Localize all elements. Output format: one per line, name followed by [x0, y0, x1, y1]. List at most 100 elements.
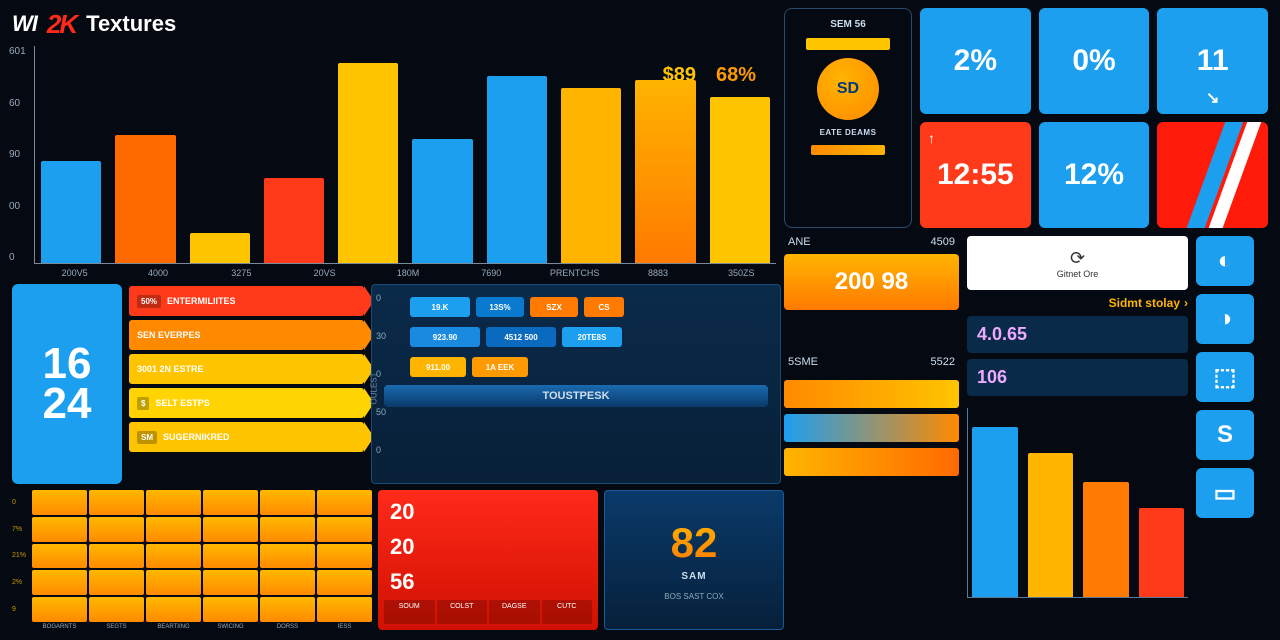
blue-score-card: 82 SAM BOS SAST COX [604, 490, 784, 630]
gradient-bar [784, 448, 959, 476]
tile-icon: ↘ [1206, 88, 1219, 108]
ytable-cell [317, 517, 372, 542]
sd-subtitle: EATE DEAMS [820, 128, 877, 137]
stat-tile[interactable]: 11↘ [1157, 8, 1268, 114]
ytable-cell [146, 490, 201, 515]
red-numbers-card: 202056SOUMCOLSTDAGSECUTC [378, 490, 598, 630]
tag-item[interactable]: SEN EVERPES [129, 320, 364, 350]
tag-item[interactable]: SMSUGERNIKRED [129, 422, 364, 452]
stat-tile[interactable]: 0% [1039, 8, 1150, 114]
ytable-cell [89, 570, 144, 595]
mini-bar-chart [967, 408, 1188, 598]
ytable-cell [146, 597, 201, 622]
ytable-cell [89, 490, 144, 515]
ytable-cell [146, 517, 201, 542]
yellow-grid-table: 07%21%2%9 BOGARNTSSEGTSBEARTIINGSWICINGD… [12, 490, 372, 630]
tag-list: 50%ENTERMILIITES SEN EVERPES 3001 2N ESTRE… [129, 284, 364, 484]
redbox-number: 20 [384, 531, 592, 564]
ytable-cell [32, 517, 87, 542]
ytable-cell [317, 544, 372, 569]
ytable-cell [32, 570, 87, 595]
chart2-bar [1083, 482, 1129, 597]
score-value: 82 [671, 519, 718, 567]
ytable-cell [203, 597, 258, 622]
ytable-cell [89, 597, 144, 622]
side-icon[interactable]: S [1196, 410, 1254, 460]
chevron-right-icon: › [1184, 296, 1188, 310]
logo-2k: 2K [47, 9, 76, 40]
gitnet-card[interactable]: ⟳ Gitnet Ore [967, 236, 1188, 290]
chart1-bar [412, 139, 472, 263]
side-icon[interactable]: ⬚ [1196, 352, 1254, 402]
ytable-cell [317, 597, 372, 622]
sd-bar-top [806, 38, 891, 50]
ytable-cell [32, 597, 87, 622]
ytable-cell [260, 517, 315, 542]
chart2-bar [1028, 453, 1074, 597]
hpanel-chip[interactable]: CS [584, 297, 624, 317]
hpanel-chip[interactable]: 923.90 [410, 327, 480, 347]
horizontal-panel: OULEST 0300500 19.K13S%SZXCS923.904512 5… [371, 284, 781, 484]
sd-bar-bottom [811, 145, 885, 155]
stat-tiles: 2%0%11↘ 12:55↑12% [920, 8, 1268, 228]
ytable-cell [260, 570, 315, 595]
sd-circle: SD [817, 58, 879, 120]
ytable-cell [203, 570, 258, 595]
side-icon[interactable]: ◑ [1196, 294, 1254, 344]
side-icon[interactable]: ◐ [1196, 236, 1254, 286]
hpanel-chip[interactable]: 1A EEK [472, 357, 528, 377]
side-icon[interactable]: ▭ [1196, 468, 1254, 518]
hpanel-chip[interactable]: SZX [530, 297, 578, 317]
stat-tile[interactable] [1157, 122, 1268, 228]
ytable-cell [317, 490, 372, 515]
gitnet-label: Gitnet Ore [1057, 269, 1099, 279]
tag-item[interactable]: $SELT ESTPS [129, 388, 364, 418]
ytable-cell [317, 570, 372, 595]
score-label: SAM [681, 571, 706, 582]
chart1-bar [487, 76, 547, 263]
tag-item[interactable]: 3001 2N ESTRE [129, 354, 364, 384]
redbox-number: 20 [384, 496, 592, 529]
ytable-cell [146, 544, 201, 569]
hpanel-chip[interactable]: 20TE8S [562, 327, 622, 347]
sidmt-link[interactable]: Sidmt stolay› [967, 296, 1188, 310]
score-footer: BOS SAST COX [664, 592, 723, 601]
chart1-bar [115, 135, 175, 263]
chart1-bar [710, 97, 770, 263]
orange-value-card: 200 98 [784, 254, 959, 310]
hpanel-bottom-button[interactable]: TOUSTPESK [384, 385, 768, 407]
big-number-card: 16 24 [12, 284, 122, 484]
value-row-1: 4.0.65 [967, 316, 1188, 353]
sd-title: SEM 56 [830, 19, 866, 30]
chart2-bar [1139, 508, 1185, 597]
hpanel-chip[interactable]: 13S% [476, 297, 524, 317]
hpanel-chip[interactable]: 4512 500 [486, 327, 556, 347]
logo-text: WI [12, 11, 37, 37]
gradient-bar [784, 380, 959, 408]
ytable-cell [146, 570, 201, 595]
ytable-cell [203, 490, 258, 515]
icon-column: ◐ ◑ ⬚ S ▭ [1196, 236, 1268, 636]
chart2-bar [972, 427, 1018, 597]
stat-tile[interactable]: 12% [1039, 122, 1150, 228]
stat-line-b: 5SME5522 [784, 356, 959, 368]
stat-tile[interactable]: 12:55↑ [920, 122, 1031, 228]
redbox-number: 56 [384, 565, 592, 598]
chart1-bar [635, 80, 695, 263]
chart1-bar [264, 178, 324, 263]
stat-line-a: ANE4509 [784, 236, 959, 248]
ytable-cell [203, 517, 258, 542]
ytable-cell [89, 544, 144, 569]
sd-gauge-card: SEM 56 SD EATE DEAMS [784, 8, 912, 228]
ytable-cell [203, 544, 258, 569]
ytable-cell [89, 517, 144, 542]
chart1-bar [561, 88, 621, 263]
page-title: Textures [86, 11, 176, 37]
ytable-cell [32, 490, 87, 515]
tag-item[interactable]: 50%ENTERMILIITES [129, 286, 364, 316]
hpanel-chip[interactable]: 911.00 [410, 357, 466, 377]
stat-tile[interactable]: 2% [920, 8, 1031, 114]
ytable-cell [260, 544, 315, 569]
refresh-icon: ⟳ [1070, 248, 1085, 269]
hpanel-chip[interactable]: 19.K [410, 297, 470, 317]
